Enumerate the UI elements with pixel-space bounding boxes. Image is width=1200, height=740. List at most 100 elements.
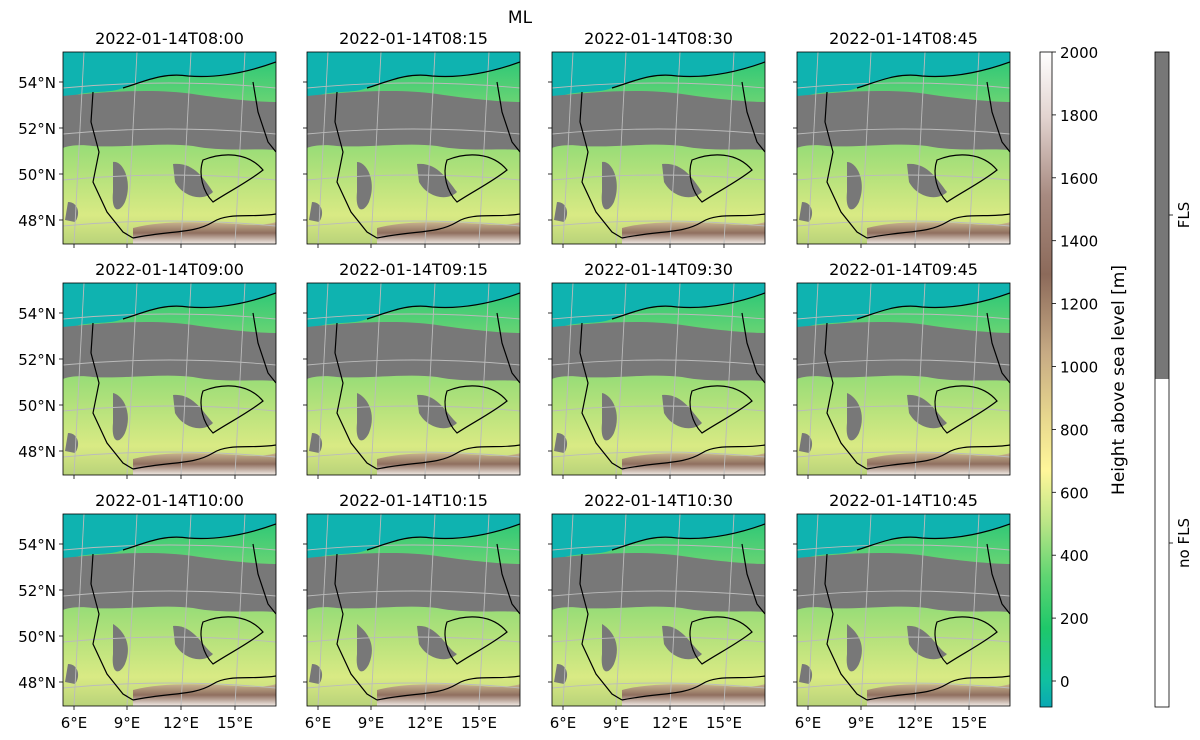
country-borders: [334, 523, 520, 701]
panel-frame: [62, 282, 277, 476]
lat-tick-label: 50°N: [18, 397, 56, 415]
map-image: [797, 514, 1010, 706]
fls-colorbar-segment-no-fls: [1155, 379, 1169, 707]
fls-colorbar-label-fls: FLS: [1175, 202, 1193, 229]
fls-patch: [173, 394, 213, 429]
fls-patch: [112, 161, 128, 210]
fls-area: [797, 552, 1010, 612]
map-panel: 2022-01-14T09:00 54°N 52°N 50°N 48°N: [18, 260, 277, 479]
sea-area: [307, 514, 520, 562]
panel-title: 2022-01-14T09:15: [339, 260, 488, 279]
elevation-tick-label: 1000: [1060, 359, 1098, 377]
country-borders: [334, 61, 520, 239]
elevation-tick-label: 1400: [1060, 233, 1098, 251]
graticule: [797, 283, 1010, 475]
fls-patch: [356, 393, 372, 441]
panel-title: 2022-01-14T08:30: [584, 29, 733, 48]
map-image: [63, 283, 276, 475]
fls-patch: [799, 433, 813, 453]
country-borders: [824, 292, 1010, 470]
fls-patch: [65, 664, 79, 684]
lon-tick-label: 6°E: [305, 714, 332, 732]
sea-area: [63, 283, 276, 331]
lon-tick-label: 6°E: [61, 714, 88, 732]
panel-frame: [551, 282, 766, 476]
map-image: [552, 283, 765, 475]
lon-tick-label: 6°E: [550, 714, 577, 732]
panel-title: 2022-01-14T09:30: [584, 260, 733, 279]
fls-colorbar: FLS no FLS: [1154, 51, 1193, 708]
elevation-tick-label: 400: [1060, 547, 1089, 565]
lon-tick-label: 12°E: [407, 714, 443, 732]
map-panel: 2022-01-14T09:45: [793, 260, 1011, 479]
lat-tick-label: 54°N: [18, 536, 56, 554]
panel-frame: [306, 51, 521, 245]
country-borders: [90, 292, 276, 470]
elevation-colorbar-gradient: [1039, 51, 1053, 708]
fls-patch: [662, 625, 702, 660]
fls-area: [307, 321, 520, 381]
fls-patch: [846, 162, 862, 210]
lat-tick-label: 48°N: [18, 443, 56, 461]
fls-patch: [417, 625, 457, 660]
map-image: [552, 52, 765, 244]
elevation-tick-label: 0: [1060, 673, 1070, 691]
alps-relief: [622, 453, 765, 475]
fls-patch: [417, 394, 457, 429]
fls-patch: [662, 163, 702, 198]
fls-patch: [601, 161, 617, 210]
fls-patch: [65, 202, 79, 222]
alps-relief: [622, 222, 765, 244]
lon-tick-label: 15°E: [461, 714, 497, 732]
country-borders: [824, 523, 1010, 701]
sea-area: [63, 52, 276, 100]
elevation-colorbar-label: Height above sea level [m]: [1109, 265, 1129, 495]
panel-frame: [796, 282, 1011, 476]
sea-area: [63, 514, 276, 562]
alps-relief: [867, 222, 1010, 244]
fls-patch: [356, 624, 372, 672]
panel-frame: [306, 282, 521, 476]
alps-relief: [377, 222, 520, 244]
lat-tick-label: 50°N: [18, 628, 56, 646]
panel-frame: [551, 51, 766, 245]
map-image: [307, 514, 520, 706]
panel-frame: [62, 513, 277, 707]
fls-patch: [173, 163, 213, 198]
map-panel: 2022-01-14T09:15: [303, 260, 521, 479]
sea-area: [307, 283, 520, 331]
fls-patch: [356, 162, 372, 210]
map-panel: 2022-01-14T09:30: [548, 260, 766, 479]
panel-frame: [62, 51, 277, 245]
map-panel: 2022-01-14T10:00 54°N 6°E 52°N 9°E 50°N 12°E 48…: [18, 491, 277, 732]
map-image: [307, 283, 520, 475]
elevation-tick-label: 1200: [1060, 296, 1098, 314]
graticule: [797, 514, 1010, 706]
elevation-tick-label: 200: [1060, 610, 1089, 628]
sea-area: [552, 52, 765, 100]
fls-area: [63, 90, 276, 150]
fls-colorbar-frame: [1154, 51, 1170, 708]
map-panel: 2022-01-14T08:00 54°N 52°N 50°N 48°N: [18, 29, 277, 248]
panel-title: 2022-01-14T10:30: [584, 491, 733, 510]
fls-patch: [799, 664, 813, 684]
fls-area: [552, 90, 765, 150]
sea-area: [797, 283, 1010, 331]
fls-patch: [112, 393, 128, 441]
lon-tick-label: 9°E: [848, 714, 875, 732]
fls-patch: [173, 625, 213, 660]
fls-area: [307, 90, 520, 150]
fls-patch: [112, 624, 128, 672]
fls-area: [307, 552, 520, 612]
fls-patch: [799, 202, 813, 222]
map-panel: 2022-01-14T10:30 6°E 9°E 12°E 15°E: [548, 491, 766, 732]
fls-patch: [554, 202, 568, 222]
graticule: [797, 52, 1010, 244]
alps-relief: [133, 684, 276, 706]
country-borders: [579, 523, 765, 701]
lat-tick-label: 48°N: [18, 674, 56, 692]
map-panel: 2022-01-14T08:45: [793, 29, 1011, 248]
